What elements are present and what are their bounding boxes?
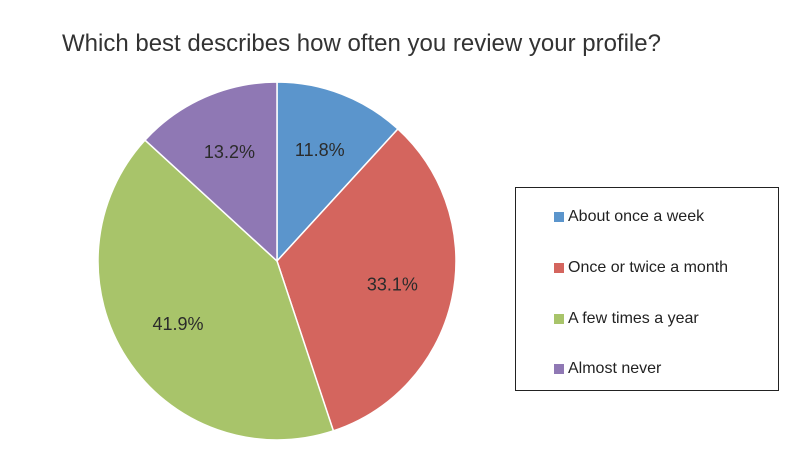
chart-title: Which best describes how often you revie… bbox=[62, 30, 661, 57]
pie-slice-about-once-a-week bbox=[276, 81, 399, 263]
data-label-a-few-times-a-year: 41.9% bbox=[152, 314, 203, 334]
data-label-almost-never: 13.2% bbox=[204, 142, 255, 162]
legend-label: About once a week bbox=[568, 208, 705, 225]
pie-slice-a-few-times-a-year bbox=[97, 139, 335, 441]
legend-swatch-almost-never bbox=[554, 364, 564, 374]
data-label-about-once-a-week: 11.8% bbox=[295, 140, 345, 160]
data-label-once-or-twice-a-month: 33.1% bbox=[367, 274, 418, 294]
legend-label: A few times a year bbox=[568, 310, 699, 327]
legend-swatch-about-once-a-week bbox=[554, 212, 564, 222]
legend-item-once-or-twice-a-month: Once or twice a month bbox=[554, 258, 728, 278]
chart-legend: About once a week Once or twice a month … bbox=[515, 187, 779, 391]
pie-slice-once-or-twice-a-month bbox=[276, 127, 457, 432]
legend-swatch-once-or-twice-a-month bbox=[554, 263, 564, 273]
pie-slice-almost-never bbox=[143, 81, 278, 263]
legend-item-about-once-a-week: About once a week bbox=[554, 207, 704, 227]
legend-item-almost-never: Almost never bbox=[554, 359, 661, 379]
legend-label: Almost never bbox=[568, 360, 662, 377]
legend-label: Once or twice a month bbox=[568, 259, 729, 276]
legend-swatch-a-few-times-a-year bbox=[554, 314, 564, 324]
legend-item-a-few-times-a-year: A few times a year bbox=[554, 309, 699, 329]
